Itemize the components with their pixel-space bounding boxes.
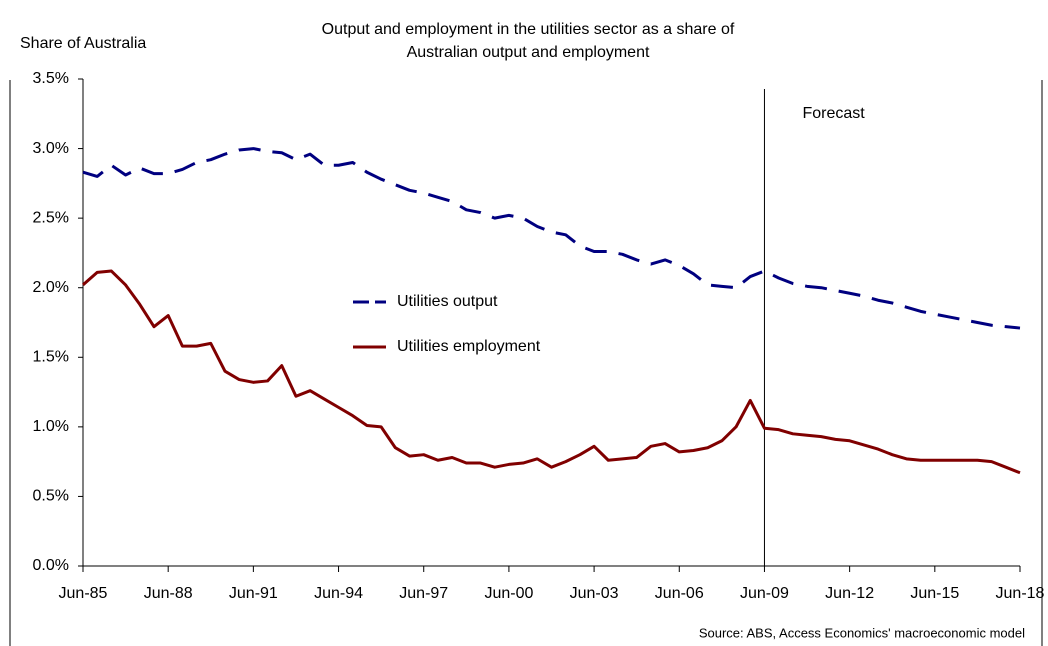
chart-title: Output and employment in the utilities s… — [322, 21, 735, 38]
y-axis-label: Share of Australia — [20, 35, 146, 52]
x-tick-label: Jun-09 — [740, 585, 789, 602]
y-tick-label: 2.0% — [33, 279, 69, 296]
x-tick-label: Jun-94 — [314, 585, 363, 602]
x-tick-label: Jun-06 — [655, 585, 704, 602]
x-tick-label: Jun-91 — [229, 585, 278, 602]
x-tick-label: Jun-88 — [144, 585, 193, 602]
x-tick-label: Jun-18 — [996, 585, 1045, 602]
legend-label: Utilities output — [397, 293, 498, 310]
y-tick-label: 0.0% — [33, 557, 69, 574]
y-tick-label: 3.0% — [33, 140, 69, 157]
series-line — [82, 147, 1021, 330]
x-tick-label: Jun-00 — [484, 585, 533, 602]
y-tick-label: 1.0% — [33, 418, 69, 435]
y-tick-label: 0.5% — [33, 488, 69, 505]
legend-label: Utilities employment — [397, 338, 541, 355]
x-tick-label: Jun-15 — [910, 585, 959, 602]
x-tick-label: Jun-12 — [825, 585, 874, 602]
chart-title: Australian output and employment — [407, 44, 650, 61]
source-note: Source: ABS, Access Economics' macroecon… — [699, 625, 1025, 640]
x-tick-label: Jun-03 — [570, 585, 619, 602]
series-line — [82, 269, 1021, 475]
y-tick-label: 3.5% — [33, 70, 69, 87]
y-tick-label: 1.5% — [33, 349, 69, 366]
y-tick-label: 2.5% — [33, 209, 69, 226]
x-tick-label: Jun-97 — [399, 585, 448, 602]
x-tick-label: Jun-85 — [59, 585, 108, 602]
annotation: Forecast — [802, 105, 865, 122]
